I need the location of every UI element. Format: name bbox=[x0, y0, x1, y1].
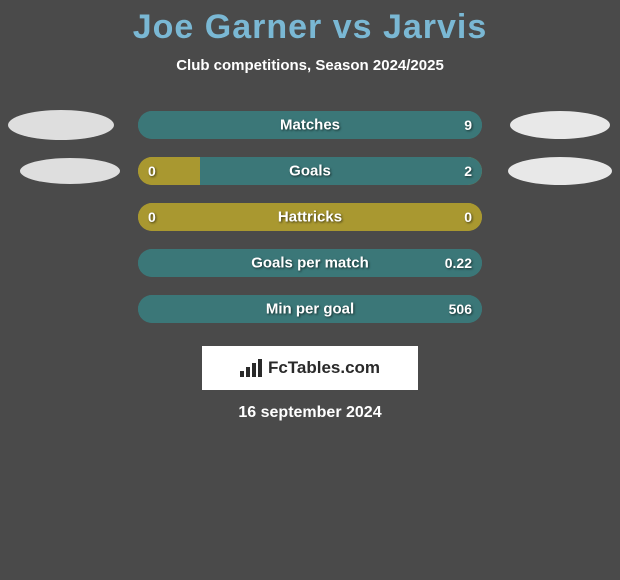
stat-value-right: 506 bbox=[449, 301, 472, 317]
brand-badge: FcTables.com bbox=[202, 346, 418, 390]
stat-value-right: 2 bbox=[464, 163, 472, 179]
stat-label: Min per goal bbox=[138, 301, 482, 318]
stat-bar: Goals0 2 bbox=[138, 157, 482, 185]
player-ellipse-left bbox=[20, 158, 120, 184]
stat-value-left: 0 bbox=[148, 163, 156, 179]
stat-bar: Goals per match0.22 bbox=[138, 249, 482, 277]
page-title: Joe Garner vs Jarvis bbox=[0, 8, 620, 47]
stat-bar: Min per goal506 bbox=[138, 295, 482, 323]
stat-row: Goals per match0.22 bbox=[0, 240, 620, 286]
stat-row: Matches9 bbox=[0, 102, 620, 148]
stat-bar: Hattricks0 0 bbox=[138, 203, 482, 231]
footer-date: 16 september 2024 bbox=[0, 404, 620, 422]
subtitle: Club competitions, Season 2024/2025 bbox=[0, 57, 620, 74]
stat-label: Matches bbox=[138, 117, 482, 134]
stat-label: Hattricks bbox=[138, 209, 482, 226]
stat-label: Goals per match bbox=[138, 255, 482, 272]
stat-label: Goals bbox=[138, 163, 482, 180]
comparison-panel: Joe Garner vs Jarvis Club competitions, … bbox=[0, 0, 620, 422]
stat-value-right: 0.22 bbox=[445, 255, 472, 271]
bar-chart-icon bbox=[240, 359, 262, 377]
stat-row: Goals0 2 bbox=[0, 148, 620, 194]
stat-bar: Matches9 bbox=[138, 111, 482, 139]
player-ellipse-right bbox=[508, 157, 612, 185]
stat-value-left: 0 bbox=[148, 209, 156, 225]
stat-rows: Matches9Goals02Hattricks00Goals per matc… bbox=[0, 102, 620, 332]
stat-row: Hattricks0 0 bbox=[0, 194, 620, 240]
stat-value-right: 9 bbox=[464, 117, 472, 133]
player-ellipse-left bbox=[8, 110, 114, 140]
stat-value-right: 0 bbox=[464, 209, 472, 225]
stat-row: Min per goal506 bbox=[0, 286, 620, 332]
player-ellipse-right bbox=[510, 111, 610, 139]
brand-text: FcTables.com bbox=[268, 358, 380, 378]
